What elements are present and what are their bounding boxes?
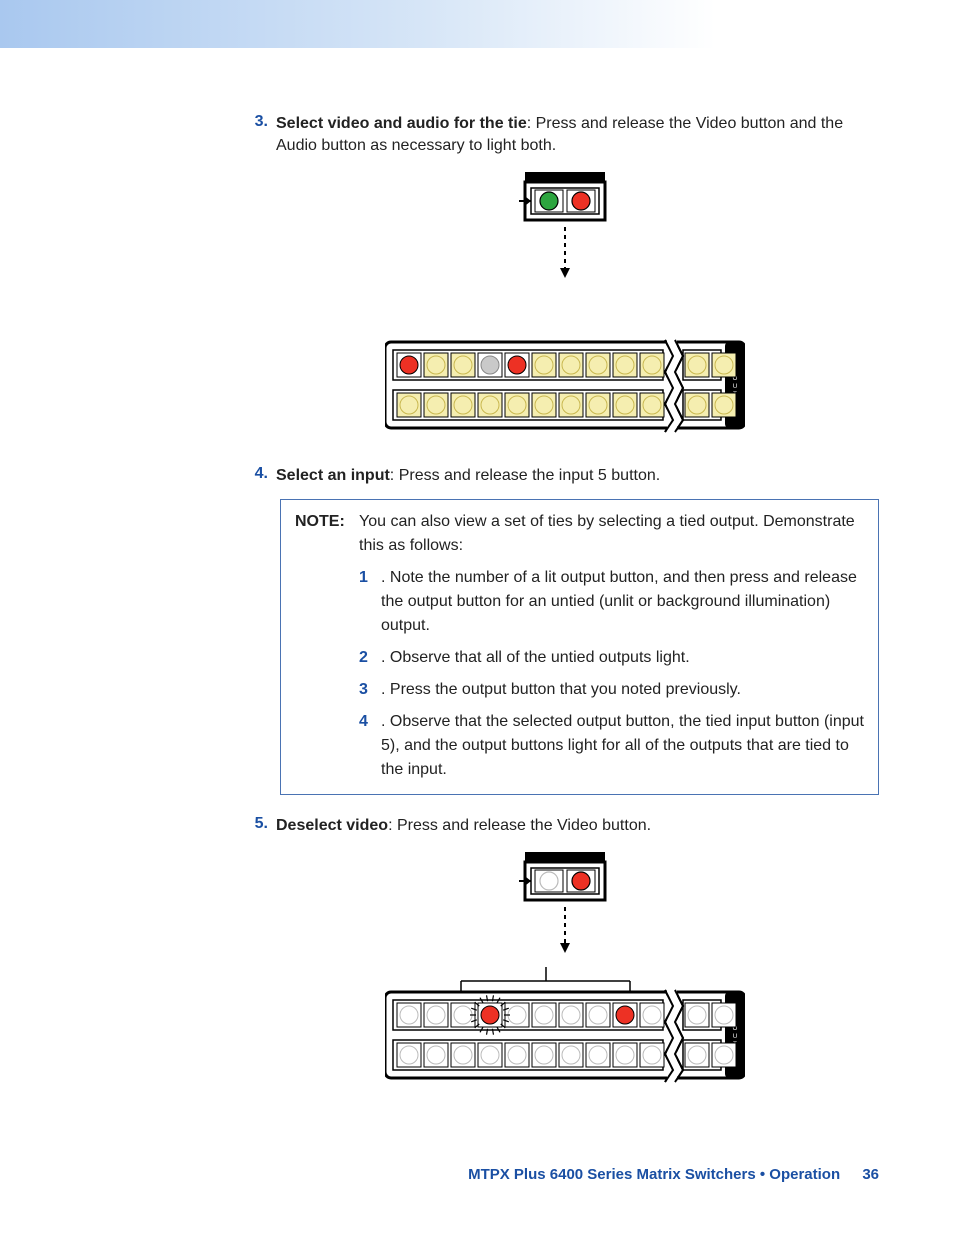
note-item-text: . Observe that all of the untied outputs… xyxy=(381,646,864,670)
svg-text:U: U xyxy=(732,384,736,390)
step-text: Deselect video: Press and release the Vi… xyxy=(276,815,879,837)
header-gradient-bar xyxy=(0,0,954,48)
step-text: Select video and audio for the tie: Pres… xyxy=(276,113,879,158)
note-item-number: 4 xyxy=(359,710,381,782)
note-item-text: . Note the number of a lit output button… xyxy=(381,566,864,638)
figure-step3-svg: O U T xyxy=(385,172,745,442)
figure-step3: O U T xyxy=(250,172,879,447)
note-list-item: 1. Note the number of a lit output butto… xyxy=(359,566,864,638)
step-bold: Select an input xyxy=(276,467,390,484)
note-item-number: 3 xyxy=(359,678,381,702)
step-bold: Deselect video xyxy=(276,817,388,834)
note-item-text: . Observe that the selected output butto… xyxy=(381,710,864,782)
step-rest: : Press and release the input 5 button. xyxy=(390,467,660,484)
step-4: 4. Select an input: Press and release th… xyxy=(250,465,879,487)
figure-step5: O U T xyxy=(250,852,879,1117)
note-intro: You can also view a set of ties by selec… xyxy=(359,510,864,558)
step-text: Select an input: Press and release the i… xyxy=(276,465,879,487)
note-list-item: 2. Observe that all of the untied output… xyxy=(359,646,864,670)
page-content: 3. Select video and audio for the tie: P… xyxy=(0,48,954,1117)
note-list-item: 4. Observe that the selected output butt… xyxy=(359,710,864,782)
footer-text: MTPX Plus 6400 Series Matrix Switchers •… xyxy=(468,1166,840,1183)
step-number: 3. xyxy=(250,113,276,158)
page-footer: MTPX Plus 6400 Series Matrix Switchers •… xyxy=(468,1166,879,1183)
step-number: 4. xyxy=(250,465,276,487)
note-box: NOTE: You can also view a set of ties by… xyxy=(280,499,879,795)
figure-step5-svg: O U T xyxy=(385,852,745,1112)
step-number: 5. xyxy=(250,815,276,837)
page-number: 36 xyxy=(862,1166,879,1183)
note-list-item: 3. Press the output button that you note… xyxy=(359,678,864,702)
note-label: NOTE: xyxy=(295,510,359,558)
note-item-number: 2 xyxy=(359,646,381,670)
step-5: 5. Deselect video: Press and release the… xyxy=(250,815,879,837)
note-item-number: 1 xyxy=(359,566,381,638)
svg-text:U: U xyxy=(732,1034,736,1040)
note-item-text: . Press the output button that you noted… xyxy=(381,678,864,702)
step-3: 3. Select video and audio for the tie: P… xyxy=(250,113,879,158)
step-rest: : Press and release the Video button. xyxy=(388,817,651,834)
step-bold: Select video and audio for the tie xyxy=(276,115,527,132)
